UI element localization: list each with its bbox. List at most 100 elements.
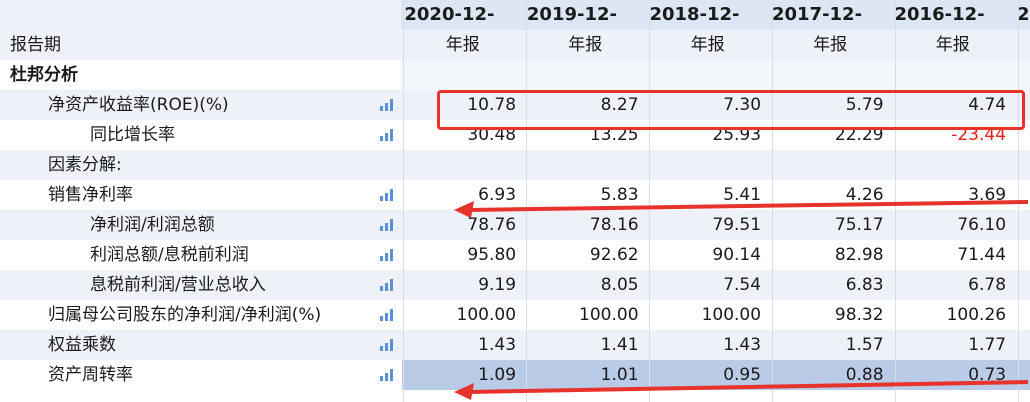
table-row[interactable]: 因素分解: <box>0 150 1030 180</box>
value-cell: 5.79 <box>769 90 892 120</box>
column-header-date[interactable]: 2017-12-31 <box>768 0 892 55</box>
column-divider <box>649 0 650 402</box>
value-cell: 79.51 <box>646 210 770 240</box>
value-cell <box>769 150 892 180</box>
empty-cell <box>891 60 1015 90</box>
value-cell: 10.78 <box>401 90 525 120</box>
section-row: 杜邦分析 <box>0 60 1030 90</box>
row-label: 同比增长率 <box>0 120 402 150</box>
bar-chart-icon[interactable] <box>379 339 394 351</box>
value-cell <box>646 150 770 180</box>
value-cell: 5.83 <box>524 180 647 210</box>
value-cell: 25.93 <box>646 120 770 150</box>
row-label: 利润总额/息税前利润 <box>0 240 402 270</box>
value-cell: 6.83 <box>769 270 892 300</box>
value-cell: 75.17 <box>769 210 892 240</box>
bar-chart-icon[interactable] <box>379 309 394 321</box>
period-cell: 年报 <box>401 30 524 60</box>
table-row[interactable]: 权益乘数 1.43 1.41 1.43 1.57 1.77 <box>0 330 1030 360</box>
value-cell-partial <box>1014 330 1030 360</box>
column-divider <box>895 0 896 402</box>
value-cell: 4.74 <box>891 90 1015 120</box>
data-rows: 净资产收益率(ROE)(%) 10.78 8.27 7.30 5.79 4.74 同比增长率… <box>0 90 1030 390</box>
empty-cell <box>1014 60 1030 90</box>
period-cell: 年报 <box>646 30 770 60</box>
value-cell-partial <box>1014 300 1030 330</box>
value-cell: 1.77 <box>891 330 1015 360</box>
arrow-icon <box>454 200 1029 218</box>
value-cell: 22.29 <box>769 120 892 150</box>
value-cell: 1.57 <box>769 330 892 360</box>
table-row[interactable]: 归属母公司股东的净利润/净利润(%) 100.00 100.00 100.00 98.3… <box>0 300 1030 330</box>
value-cell: 7.54 <box>646 270 770 300</box>
value-cell: 8.05 <box>524 270 647 300</box>
value-cell: 6.93 <box>401 180 525 210</box>
value-cell: 100.00 <box>401 300 525 330</box>
row-label: 因素分解: <box>0 150 402 180</box>
arrow-icon <box>454 380 1029 400</box>
value-cell: 9.19 <box>401 270 525 300</box>
table-row[interactable]: 息税前利润/营业总收入 9.19 8.05 7.54 6.83 6.78 <box>0 270 1030 300</box>
value-cell: 100.00 <box>524 300 647 330</box>
value-cell: 76.10 <box>891 210 1015 240</box>
dupont-table: 2020-12-31 2019-12-31 2018-12-31 2017-12… <box>0 0 1030 390</box>
row-label: 净资产收益率(ROE)(%) <box>0 90 402 120</box>
value-cell: 95.80 <box>401 240 525 270</box>
bar-chart-icon[interactable] <box>379 129 394 141</box>
row-label: 净利润/利润总额 <box>0 210 402 240</box>
column-header-date[interactable]: 2019-12-31 <box>523 0 647 55</box>
row-label: 息税前利润/营业总收入 <box>0 270 402 300</box>
value-cell: 1.41 <box>524 330 647 360</box>
value-cell: 8.27 <box>524 90 647 120</box>
column-header-date[interactable]: 2016-12-31 <box>891 0 1015 55</box>
empty-cell <box>769 60 892 90</box>
value-cell: 90.14 <box>646 240 770 270</box>
value-cell <box>891 150 1015 180</box>
column-divider <box>403 0 404 402</box>
empty-cell <box>401 60 524 90</box>
header-row: 2020-12-31 2019-12-31 2018-12-31 2017-12… <box>0 0 1030 55</box>
value-cell-partial <box>1014 270 1030 300</box>
bar-chart-icon[interactable] <box>379 219 394 231</box>
empty-cell <box>646 60 769 90</box>
table-row[interactable]: 净资产收益率(ROE)(%) 10.78 8.27 7.30 5.79 4.74 <box>0 90 1030 120</box>
bar-chart-icon[interactable] <box>379 249 394 261</box>
value-cell: 6.78 <box>891 270 1015 300</box>
column-header-date[interactable]: 2018-12-31 <box>646 0 769 55</box>
period-cell: 年报 <box>523 30 647 60</box>
table-row[interactable]: 利润总额/息税前利润 95.80 92.62 90.14 82.98 71.44 <box>0 240 1030 270</box>
column-divider <box>772 0 773 402</box>
bar-chart-icon[interactable] <box>379 279 394 291</box>
empty-cell <box>523 60 647 90</box>
value-cell <box>524 150 647 180</box>
value-cell: 1.01 <box>524 360 647 390</box>
value-cell: 78.76 <box>401 210 525 240</box>
value-cell: 1.43 <box>646 330 770 360</box>
row-label: 销售净利率 <box>0 180 402 210</box>
value-cell: 1.43 <box>401 330 525 360</box>
value-cell: 98.32 <box>769 300 892 330</box>
header-corner <box>0 0 402 30</box>
value-cell: 92.62 <box>524 240 647 270</box>
value-cell: 30.48 <box>401 120 525 150</box>
value-cell-partial <box>1014 240 1030 270</box>
table-row[interactable]: 净利润/利润总额 78.76 78.16 79.51 75.17 76.10 <box>0 210 1030 240</box>
row-label: 报告期 <box>0 30 402 60</box>
period-cell: 年报 <box>769 30 892 60</box>
column-divider <box>526 0 527 402</box>
column-header-date-partial[interactable]: 2 <box>1014 0 1030 30</box>
bar-chart-icon[interactable] <box>379 99 394 111</box>
row-label: 权益乘数 <box>0 330 402 360</box>
value-cell: 82.98 <box>769 240 892 270</box>
period-cell: 年报 <box>891 30 1015 60</box>
value-cell <box>401 150 525 180</box>
row-label: 归属母公司股东的净利润/净利润(%) <box>0 300 402 330</box>
roe-highlight-box <box>437 90 1025 130</box>
column-header-date[interactable]: 2020-12-31 <box>401 0 524 55</box>
row-label: 资产周转率 <box>0 360 402 390</box>
value-cell-partial <box>1014 150 1030 180</box>
value-cell: 78.16 <box>524 210 647 240</box>
value-cell: 7.30 <box>646 90 770 120</box>
bar-chart-icon[interactable] <box>379 369 394 381</box>
bar-chart-icon[interactable] <box>379 189 394 201</box>
